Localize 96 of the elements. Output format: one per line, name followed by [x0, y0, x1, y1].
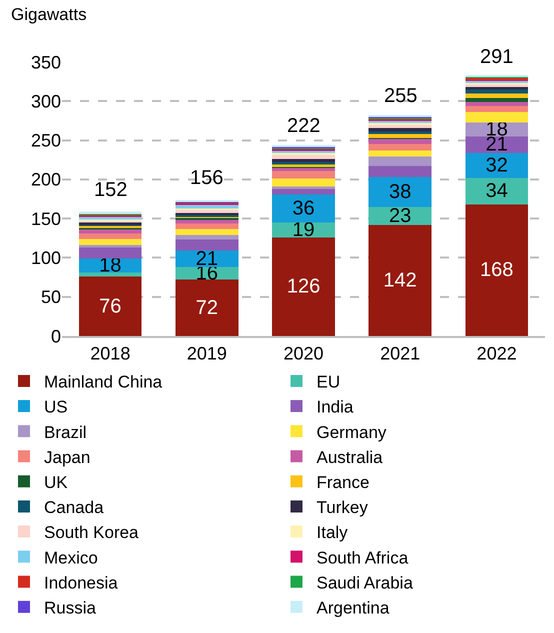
bar	[465, 204, 528, 336]
y-tick-label: 300	[30, 91, 61, 112]
legend-label: South Korea	[44, 523, 140, 542]
legend-label: Indonesia	[44, 573, 118, 592]
legend-label: Turkey	[316, 498, 368, 518]
annotation: 255	[384, 85, 418, 107]
bar	[368, 150, 432, 157]
data-label: 126	[286, 276, 320, 298]
legend-label: Russia	[44, 598, 97, 618]
legend-label: Italy	[316, 523, 348, 542]
legend-label: Germany	[316, 422, 387, 442]
annotation: 291	[480, 46, 514, 68]
bar	[78, 230, 142, 234]
bar	[272, 170, 335, 179]
legend-label: France	[316, 472, 370, 492]
bar	[176, 280, 238, 336]
bar	[368, 166, 432, 178]
legend-label: Brazil	[44, 422, 87, 442]
data-label: 19	[292, 218, 315, 241]
bar	[272, 162, 335, 165]
data-label: 38	[388, 180, 412, 203]
bar	[465, 89, 528, 94]
annotation: 156	[190, 167, 224, 189]
legend-label: Australia	[316, 448, 384, 467]
legend-label: US	[44, 398, 68, 417]
bar	[176, 240, 238, 251]
bar	[272, 237, 335, 336]
bar	[176, 223, 238, 229]
bar	[465, 93, 528, 98]
bar	[368, 128, 432, 132]
data-label: 36	[292, 197, 315, 220]
bar	[368, 138, 432, 144]
bar	[368, 132, 432, 134]
data-label: 23	[388, 204, 412, 227]
y-tick-label: 0	[50, 326, 61, 346]
y-axis-title: Gigawatts	[11, 5, 87, 24]
y-tick-label: 150	[30, 208, 61, 229]
bar	[368, 144, 432, 150]
bar	[78, 245, 142, 248]
y-tick-label: 200	[30, 170, 61, 190]
bar	[368, 124, 432, 128]
bar	[465, 98, 528, 102]
legend-label: Mainland China	[44, 372, 163, 392]
legend-label: Canada	[44, 498, 104, 518]
bar	[176, 250, 238, 268]
bar	[368, 134, 432, 138]
legend-label: UK	[44, 472, 68, 492]
bar	[272, 155, 335, 160]
bar	[176, 235, 238, 240]
bar	[465, 84, 528, 88]
y-tick-label: 100	[30, 248, 61, 268]
x-tick-label: 2019	[186, 344, 227, 364]
data-label: 142	[383, 269, 417, 292]
bar	[272, 188, 335, 194]
bar	[78, 276, 142, 336]
annotation: 222	[287, 115, 320, 137]
y-tick-label: 350	[30, 52, 61, 72]
bar	[176, 219, 238, 224]
y-tick-label: 250	[30, 130, 61, 151]
legend-label: Mexico	[44, 548, 98, 568]
bar	[465, 152, 528, 178]
x-tick-label: 2022	[476, 344, 517, 364]
bar	[176, 204, 238, 208]
bar	[78, 272, 142, 276]
x-tick-label: 2021	[380, 344, 420, 364]
bar	[465, 112, 528, 122]
bar	[465, 102, 528, 106]
bar	[368, 156, 432, 166]
legend-label: Saudi Arabia	[316, 573, 414, 592]
legend-label: Argentina	[316, 598, 390, 618]
data-label: 32	[486, 154, 508, 176]
legend-label: Japan	[44, 448, 90, 467]
bar	[272, 168, 335, 171]
bar	[272, 186, 335, 189]
x-tick-label: 2020	[283, 344, 324, 364]
legend-label: EU	[316, 372, 340, 392]
bar	[78, 233, 142, 239]
bar	[272, 178, 335, 186]
bar	[78, 248, 142, 258]
data-label: 76	[99, 295, 122, 318]
bar	[176, 228, 238, 236]
bar	[368, 224, 432, 336]
data-label: 72	[196, 296, 218, 319]
bar	[465, 178, 528, 204]
bar	[368, 177, 432, 207]
legend-label: India	[316, 398, 354, 417]
y-tick-label: 50	[40, 287, 61, 308]
data-label: 34	[486, 180, 508, 202]
bar	[272, 159, 335, 162]
x-tick-label: 2018	[90, 344, 130, 364]
legend-label: South Africa	[316, 548, 409, 568]
bar	[465, 106, 528, 112]
data-label: 168	[480, 259, 514, 282]
annotation: 152	[94, 179, 128, 201]
bar	[272, 194, 335, 222]
bar	[78, 238, 142, 246]
